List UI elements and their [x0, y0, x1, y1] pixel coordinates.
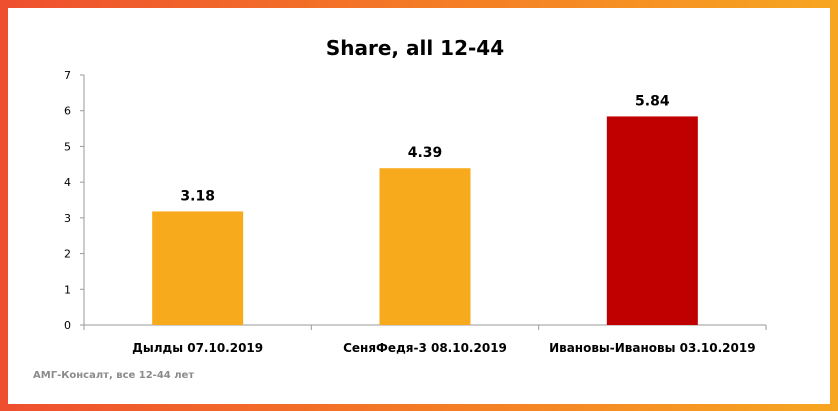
bar — [379, 168, 471, 325]
x-tick-label: Ивановы-Ивановы 03.10.2019 — [549, 341, 756, 355]
x-tick-label: Дылды 07.10.2019 — [132, 341, 263, 355]
source-note: АМГ-Консалт, все 12-44 лет — [33, 370, 195, 381]
bar — [606, 116, 698, 325]
y-tick-label: 3 — [64, 212, 71, 225]
data-label: 3.18 — [180, 188, 215, 204]
chart-panel: Share, all 12-44 0 1 2 3 4 5 6 7 3.18 Дылды 07.10… — [8, 8, 830, 404]
y-tick-label: 1 — [64, 283, 71, 296]
chart-title: Share, all 12-44 — [326, 36, 504, 60]
data-label: 5.84 — [635, 93, 670, 109]
y-tick-label: 5 — [64, 140, 71, 153]
x-tick-label: СеняФедя-3 08.10.2019 — [343, 341, 507, 355]
bar — [152, 211, 244, 325]
y-tick-label: 6 — [64, 105, 71, 118]
y-tick-label: 0 — [64, 319, 71, 332]
y-tick-label: 2 — [64, 248, 71, 261]
bar-chart: Share, all 12-44 0 1 2 3 4 5 6 7 3.18 Дылды 07.10… — [64, 36, 767, 355]
data-label: 4.39 — [408, 145, 443, 161]
y-tick-label: 4 — [64, 176, 71, 189]
y-tick-label: 7 — [64, 69, 71, 82]
